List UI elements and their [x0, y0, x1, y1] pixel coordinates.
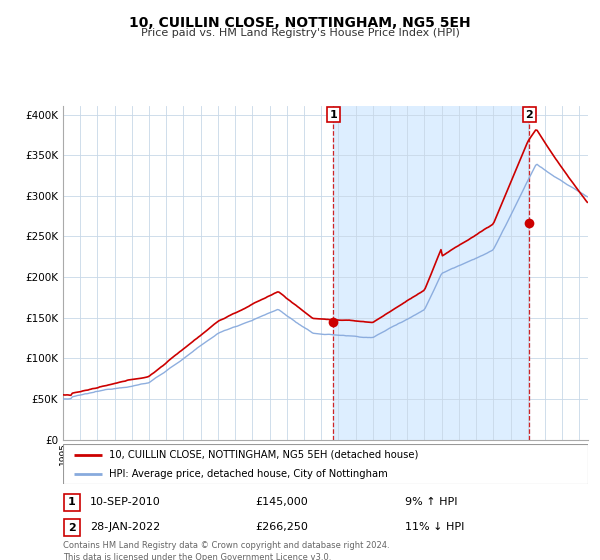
Text: 11% ↓ HPI: 11% ↓ HPI	[405, 522, 464, 532]
Text: 1: 1	[329, 110, 337, 119]
Text: 10-SEP-2010: 10-SEP-2010	[90, 497, 161, 507]
Text: 1: 1	[68, 497, 76, 507]
Text: 10, CUILLIN CLOSE, NOTTINGHAM, NG5 5EH (detached house): 10, CUILLIN CLOSE, NOTTINGHAM, NG5 5EH (…	[109, 450, 419, 460]
Text: HPI: Average price, detached house, City of Nottingham: HPI: Average price, detached house, City…	[109, 469, 388, 478]
Text: 9% ↑ HPI: 9% ↑ HPI	[405, 497, 457, 507]
Text: 2: 2	[68, 522, 76, 533]
Text: 28-JAN-2022: 28-JAN-2022	[90, 522, 160, 532]
Text: £266,250: £266,250	[255, 522, 308, 532]
Bar	[334, 106, 529, 440]
Text: Price paid vs. HM Land Registry's House Price Index (HPI): Price paid vs. HM Land Registry's House …	[140, 28, 460, 38]
Text: 10, CUILLIN CLOSE, NOTTINGHAM, NG5 5EH: 10, CUILLIN CLOSE, NOTTINGHAM, NG5 5EH	[129, 16, 471, 30]
Text: 2: 2	[526, 110, 533, 119]
Text: Contains HM Land Registry data © Crown copyright and database right 2024.
This d: Contains HM Land Registry data © Crown c…	[63, 541, 389, 560]
Text: £145,000: £145,000	[255, 497, 308, 507]
